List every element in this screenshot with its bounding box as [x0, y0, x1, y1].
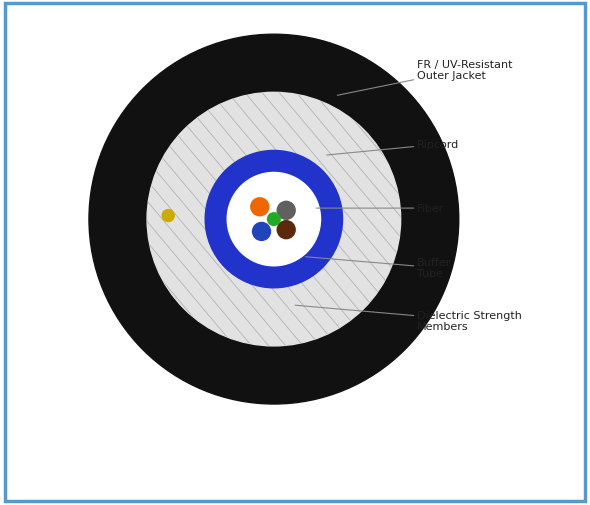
Text: Cross Section of Part Number: 006KSF-T4130D20: Cross Section of Part Number: 006KSF-T41… [37, 461, 553, 479]
Text: FR / UV-Resistant
Outer Jacket: FR / UV-Resistant Outer Jacket [337, 60, 512, 96]
Text: Fiber: Fiber [316, 204, 444, 214]
Circle shape [162, 210, 175, 223]
Text: Ripcord: Ripcord [327, 140, 459, 156]
Text: Buffer
Tube: Buffer Tube [306, 257, 451, 279]
Circle shape [89, 35, 459, 404]
Circle shape [205, 151, 343, 288]
Circle shape [250, 197, 270, 217]
Circle shape [277, 221, 296, 240]
Circle shape [147, 93, 401, 346]
Text: Dielectric Strength
Members: Dielectric Strength Members [295, 306, 522, 331]
Circle shape [267, 213, 281, 227]
Circle shape [252, 222, 271, 242]
Circle shape [277, 201, 296, 221]
Circle shape [227, 173, 320, 266]
